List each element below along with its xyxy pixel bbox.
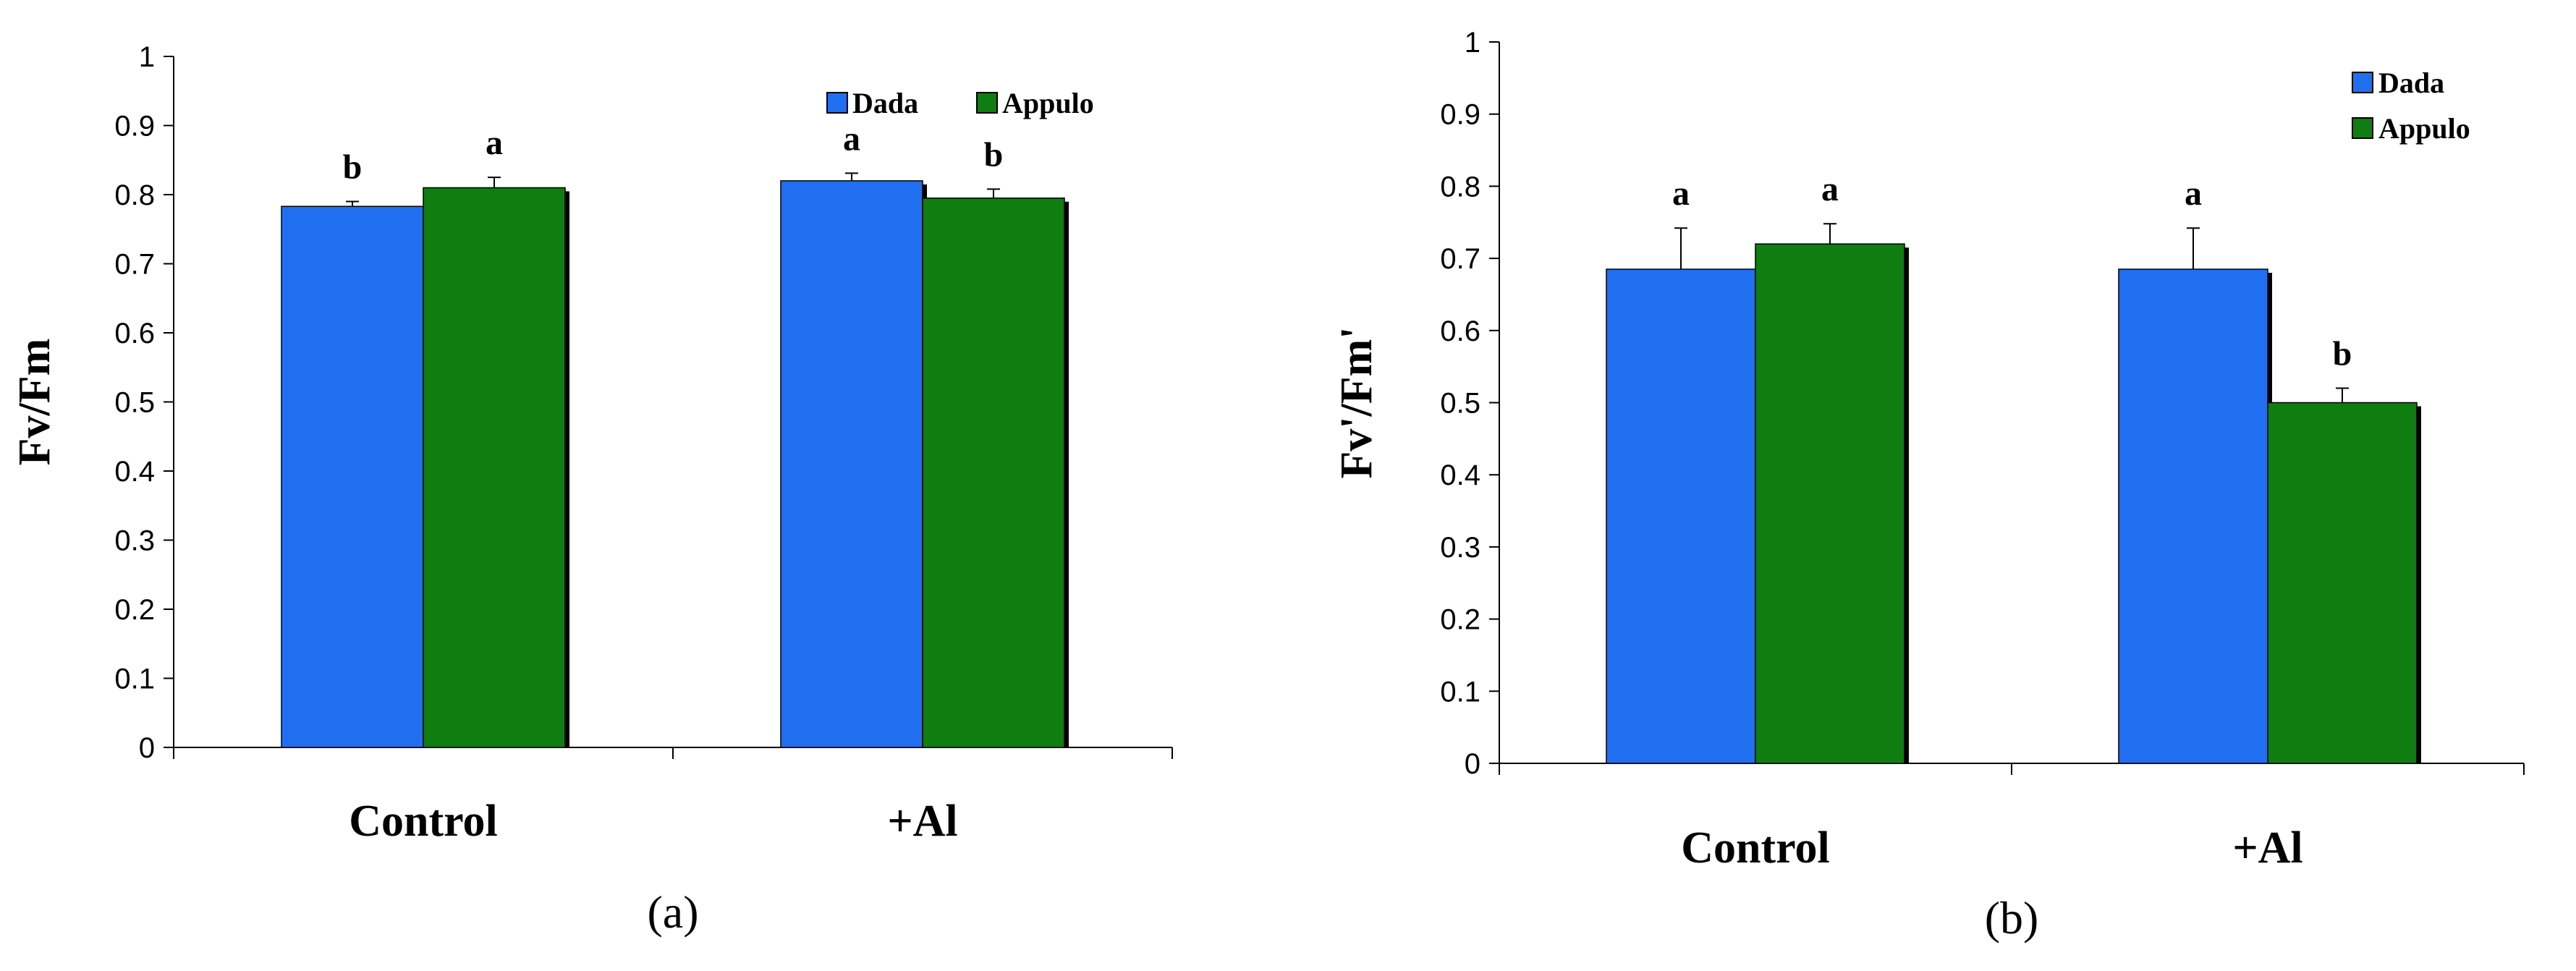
x-category-label: Control [349, 797, 498, 846]
bar-dada [2118, 268, 2268, 764]
y-axis-label: Fv'/Fm' [1332, 326, 1381, 478]
x-category-label: +Al [887, 797, 957, 846]
significance-letter: a [843, 119, 860, 158]
y-tick-label: 0.9 [114, 111, 155, 143]
y-tick-label: 0.8 [114, 179, 155, 211]
legend-label: Appulo [1002, 87, 1094, 119]
legend-swatch-dada [2352, 72, 2373, 93]
y-tick-label: 0.4 [1440, 459, 1480, 491]
bar-dada [281, 205, 424, 748]
y-tick-label: 0.1 [114, 663, 155, 695]
y-tick-label: 0.2 [1440, 604, 1480, 636]
y-tick-label: 0.2 [114, 594, 155, 626]
y-tick-label: 0.1 [1440, 676, 1480, 708]
y-tick-label: 0 [1465, 748, 1480, 780]
x-category-label: Control [1681, 823, 1830, 873]
legend-label: Dada [852, 87, 918, 119]
y-tick-label: 1 [139, 41, 155, 73]
y-tick-label: 0.6 [114, 318, 155, 349]
y-tick-label: 0.7 [1440, 243, 1480, 275]
significance-letter: b [984, 135, 1004, 174]
legend-label: Appulo [2378, 112, 2470, 145]
significance-letter: a [2185, 174, 2202, 213]
significance-letter: b [2333, 335, 2352, 373]
y-tick-label: 0 [139, 732, 155, 764]
bar-dada [1606, 268, 1756, 764]
bar-appulo [922, 198, 1065, 748]
legend-swatch-appulo [2352, 117, 2373, 139]
y-tick-label: 0.9 [1440, 99, 1480, 131]
y-tick-label: 0.8 [1440, 171, 1480, 203]
significance-letter: a [1672, 174, 1690, 213]
y-tick-label: 0.7 [114, 249, 155, 281]
bar-dada [780, 180, 923, 748]
bar-appulo [1755, 243, 1905, 764]
y-tick-label: 1 [1465, 27, 1480, 59]
legend-swatch-appulo [976, 92, 998, 114]
x-category-label: +Al [2232, 823, 2302, 873]
bar-appulo [423, 187, 566, 748]
panel-letter: a [663, 886, 683, 938]
y-tick-label: 0.5 [1440, 388, 1480, 420]
chart-a: 0 0.1 0.2 0.3 0.4 0.5 0.6 0.7 0.8 0.9 1 Control +Al b… [10, 41, 1173, 938]
y-tick-label: 0.4 [114, 456, 155, 488]
legend-swatch-dada [826, 92, 848, 114]
y-axis-label: Fv/Fm [10, 339, 59, 466]
chart-b: 0 0.1 0.2 0.3 0.4 0.5 0.6 0.7 0.8 0.9 1 Control +Al a… [1332, 27, 2525, 944]
y-tick-label: 0.3 [114, 525, 155, 557]
bar-appulo [2267, 402, 2418, 764]
legend-label: Dada [2378, 67, 2444, 99]
significance-letter: b [343, 148, 363, 187]
panel-label: (b) [1985, 892, 2039, 944]
y-tick-label: 0.6 [1440, 315, 1480, 347]
y-tick-label: 0.3 [1440, 532, 1480, 564]
y-tick-label: 0.5 [114, 387, 155, 419]
significance-letter: a [1821, 170, 1839, 208]
panel-letter: b [2000, 892, 2023, 944]
significance-letter: a [486, 124, 503, 162]
panel-label: (a) [647, 886, 698, 938]
